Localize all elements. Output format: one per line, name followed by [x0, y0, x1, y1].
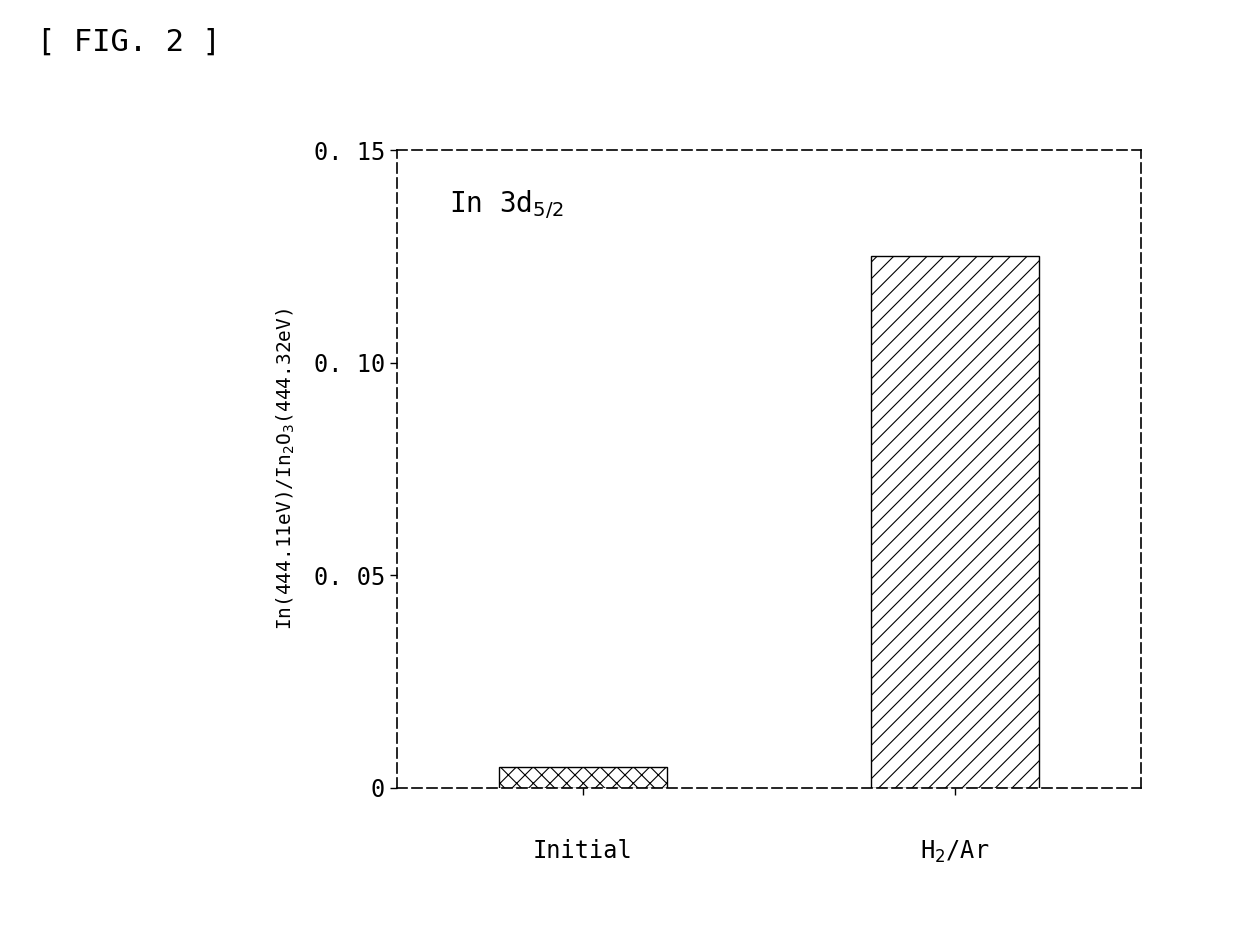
Text: H$_2$/Ar: H$_2$/Ar	[920, 839, 990, 865]
Text: In 3d$_{5/2}$: In 3d$_{5/2}$	[449, 189, 563, 221]
Bar	[498, 766, 667, 788]
Y-axis label: In(444.11eV)/In$_2$O$_3$(444.32eV): In(444.11eV)/In$_2$O$_3$(444.32eV)	[275, 308, 298, 630]
Bar	[870, 256, 1039, 788]
Text: [ FIG. 2 ]: [ FIG. 2 ]	[37, 28, 221, 57]
Text: Initial: Initial	[533, 839, 632, 863]
